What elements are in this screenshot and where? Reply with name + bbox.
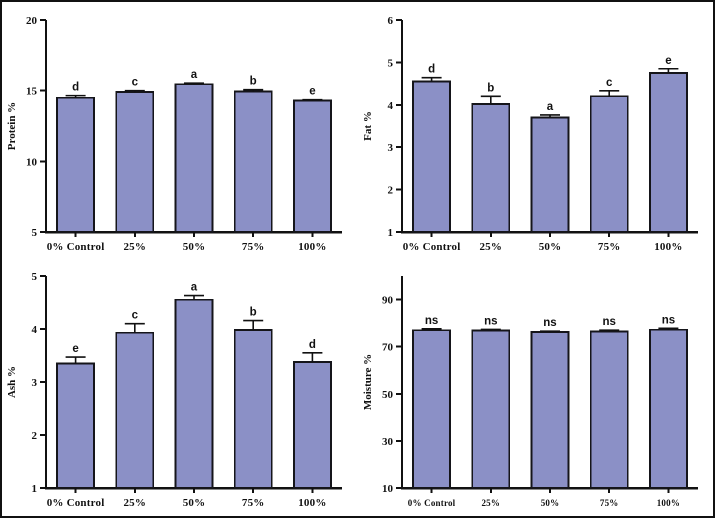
y-tick-label: 5	[32, 227, 38, 239]
y-tick-label: 20	[26, 15, 38, 27]
category-label: 75%	[600, 498, 619, 508]
significance-label: e	[309, 86, 315, 98]
bar	[56, 362, 95, 489]
chart-svg: 1 2 3 4 5 6 d 0% Control b 25% a 50% c 75% e 100% Fat %	[362, 15, 698, 253]
significance-label: ns	[543, 317, 556, 329]
bar	[648, 72, 688, 233]
y-tick-label: 4	[388, 100, 394, 112]
category-label: 50%	[541, 498, 560, 508]
significance-label: ns	[602, 316, 615, 328]
bar	[589, 330, 629, 489]
y-axis-title: Ash %	[6, 366, 18, 398]
bar	[648, 328, 688, 489]
y-tick-label: 1	[388, 227, 394, 239]
significance-label: a	[547, 101, 554, 113]
bar	[471, 329, 511, 489]
significance-label: d	[309, 339, 316, 351]
category-label: 75%	[242, 241, 265, 253]
significance-label: e	[665, 55, 671, 67]
bar	[589, 95, 629, 233]
bar	[292, 99, 332, 233]
bar	[174, 298, 214, 489]
bar	[412, 329, 451, 489]
bar	[471, 103, 511, 233]
y-tick-label: 15	[26, 86, 38, 98]
chart-svg: 1 2 3 4 5 e 0% Control c 25% a 50% b 75% d 100% Ash %	[6, 271, 342, 509]
bar	[530, 116, 570, 233]
significance-label: b	[487, 82, 494, 94]
y-tick-label: 90	[382, 295, 394, 307]
category-label: 75%	[242, 497, 265, 509]
significance-label: b	[250, 307, 257, 319]
y-axis-title: Protein %	[6, 102, 18, 150]
y-tick-label: 50	[382, 389, 394, 401]
y-axis-title: Moisture %	[362, 354, 374, 410]
bar	[233, 329, 273, 489]
significance-label: ns	[425, 315, 438, 327]
bar	[233, 90, 273, 233]
y-tick-label: 6	[388, 15, 394, 27]
category-label: 100%	[298, 241, 326, 253]
significance-label: c	[132, 310, 139, 322]
significance-label: b	[250, 76, 257, 88]
y-tick-label: 10	[26, 156, 38, 168]
fat-chart: 1 2 3 4 5 6 d 0% Control b 25% a 50% c 75% e 100% Fat %	[360, 8, 712, 260]
significance-label: a	[191, 69, 198, 81]
y-tick-label: 5	[388, 57, 394, 69]
moisture-chart: 10 30 50 70 90 ns 0% Control ns 25% ns 50% ns 75% ns 1…	[360, 264, 712, 516]
y-axis-title: Fat %	[362, 111, 374, 141]
category-label: 50%	[539, 241, 562, 253]
y-tick-label: 3	[32, 377, 38, 389]
y-tick-label: 30	[382, 436, 394, 448]
significance-label: ns	[484, 315, 497, 327]
significance-label: d	[72, 82, 79, 94]
bar	[56, 96, 95, 233]
significance-label: a	[191, 282, 198, 294]
y-tick-label: 3	[388, 142, 394, 154]
category-label: 0% Control	[403, 241, 461, 253]
category-label: 25%	[123, 497, 146, 509]
bar	[292, 360, 332, 489]
y-tick-label: 2	[32, 430, 38, 442]
category-label: 0% Control	[47, 497, 105, 509]
y-tick-label: 4	[32, 324, 38, 336]
chart-svg: 10 30 50 70 90 ns 0% Control ns 25% ns 50% ns 75% ns 1…	[362, 276, 698, 508]
category-label: 0% Control	[408, 498, 456, 508]
significance-label: ns	[662, 314, 675, 326]
y-tick-label: 1	[32, 483, 38, 495]
significance-label: e	[72, 343, 78, 355]
category-label: 25%	[123, 241, 146, 253]
bar	[115, 331, 155, 489]
bar	[174, 83, 214, 233]
bar	[530, 331, 570, 489]
significance-label: d	[428, 64, 435, 76]
category-label: 75%	[598, 241, 621, 253]
y-tick-label: 10	[382, 483, 394, 495]
chart-svg: 5 10 15 20 d 0% Control c 25% a 50% b 75% e 100% Prote…	[6, 15, 342, 253]
category-label: 100%	[298, 497, 326, 509]
category-label: 25%	[481, 498, 500, 508]
y-tick-label: 2	[388, 185, 394, 197]
category-label: 100%	[654, 241, 682, 253]
category-label: 50%	[183, 241, 206, 253]
category-label: 0% Control	[47, 241, 105, 253]
significance-label: c	[606, 77, 613, 89]
category-label: 50%	[183, 497, 206, 509]
y-tick-label: 70	[382, 342, 394, 354]
protein-chart: 5 10 15 20 d 0% Control c 25% a 50% b 75% e 100% Prote…	[4, 8, 356, 260]
bar	[412, 80, 451, 233]
bar	[115, 91, 155, 233]
y-tick-label: 5	[32, 271, 38, 283]
category-label: 100%	[657, 498, 680, 508]
ash-chart: 1 2 3 4 5 e 0% Control c 25% a 50% b 75% d 100% Ash %	[4, 264, 356, 516]
significance-label: c	[132, 77, 139, 89]
category-label: 25%	[479, 241, 502, 253]
